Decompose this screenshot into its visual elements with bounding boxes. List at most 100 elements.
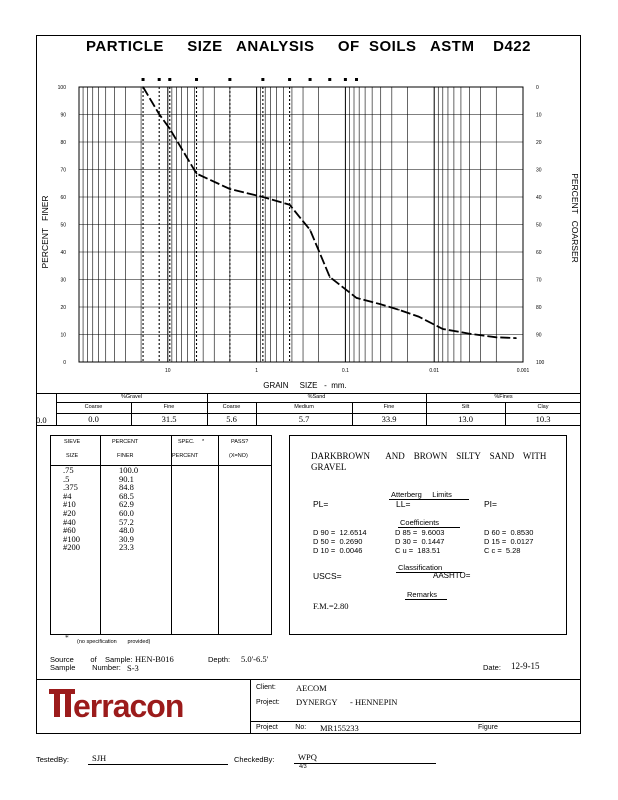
gradation-point xyxy=(515,337,517,339)
sieve-size: #40 xyxy=(63,516,76,527)
right-tick-label: 20 xyxy=(536,140,542,146)
gradation-point xyxy=(262,196,264,198)
gradation-point xyxy=(158,113,160,116)
gradation-point xyxy=(142,86,144,88)
sieve-marker xyxy=(157,78,161,81)
gradation-point xyxy=(398,308,400,311)
fraction-value: 5.7 xyxy=(298,414,310,424)
right-tick-label: 90 xyxy=(536,333,542,339)
right-tick-label: 70 xyxy=(536,278,542,284)
sieve-percent-finer: 60.0 xyxy=(119,508,134,518)
coef-d15: D 15 = 0.0127 xyxy=(484,537,534,546)
sieve-size: #100 xyxy=(63,533,80,544)
spec-footnote: (no specification provided) xyxy=(77,639,151,645)
remarks-heading: Remarks xyxy=(407,590,438,599)
hdr-percent: PERCENT xyxy=(112,439,139,445)
gradation-point xyxy=(442,328,444,330)
y-axis-label-left: PERCENT FINER xyxy=(40,195,50,269)
group-sand: %Sand xyxy=(307,394,326,400)
right-tick-label: 40 xyxy=(536,195,542,201)
ll-label: LL= xyxy=(396,499,411,509)
sample-number-value: S-3 xyxy=(127,663,139,673)
fraction-header: Medium xyxy=(294,404,314,410)
sieve-marker xyxy=(288,78,292,81)
sieve-percent-finer: 68.5 xyxy=(119,490,134,501)
coefficients-heading: Coefficients xyxy=(400,518,440,527)
depth-label: Depth: xyxy=(208,655,231,664)
client-value: AECOM xyxy=(296,683,327,693)
terracon-logo: erracon xyxy=(49,688,184,724)
source-label: Source of Sample: xyxy=(50,655,133,664)
gradation-curve xyxy=(142,86,517,339)
depth-value: 5.0'-6.5' xyxy=(241,654,269,664)
right-tick-label: 10 xyxy=(536,113,542,119)
coef-d85: D 85 = 9.6003 xyxy=(395,528,445,537)
sieve-size: #20 xyxy=(63,508,76,518)
fraction-value: 33.9 xyxy=(381,414,397,424)
gradation-point xyxy=(195,172,198,175)
coef-d50: D 50 = 0.2690 xyxy=(313,537,363,546)
title-block xyxy=(36,679,581,734)
gradation-point xyxy=(417,315,420,318)
sieve-marker xyxy=(141,78,145,81)
sieve-percent-finer: 48.0 xyxy=(119,525,134,536)
right-tick-label: 60 xyxy=(536,250,542,256)
project-number-label: Project No: xyxy=(256,724,307,731)
classification-heading: Classification xyxy=(398,563,443,572)
gradation-chart: 1009080706050403020100010203040506070809… xyxy=(58,78,545,374)
coef-d10: D 10 = 0.0046 xyxy=(313,546,363,555)
right-tick-label: 50 xyxy=(536,223,542,229)
hdr-finer: FINER xyxy=(117,453,134,459)
sieve-marker xyxy=(328,78,332,81)
coef-d30: D 30 = 0.1447 xyxy=(395,537,445,546)
fraction-header: Coarse xyxy=(84,404,103,410)
atterberg-heading: Atterberg Limits xyxy=(391,490,452,499)
sieve-percent-finer: 100.0 xyxy=(119,465,139,475)
sieve-marker xyxy=(354,78,358,81)
left-tick-label: 40 xyxy=(60,250,66,256)
checked-by-date: 4/3 xyxy=(299,764,307,770)
source-value: HEN-B016 xyxy=(135,654,174,664)
sieve-marker xyxy=(195,78,199,81)
hdr-xno: (X=NO) xyxy=(229,453,248,459)
left-tick-label: 50 xyxy=(60,223,66,229)
hdr-sieve: SIEVE xyxy=(64,439,81,445)
left-tick-label: 70 xyxy=(60,168,66,174)
right-tick-label: 0 xyxy=(536,85,539,91)
left-tick-label: 80 xyxy=(60,140,66,146)
sieve-size: .375 xyxy=(63,482,78,493)
group-fines: %Fines xyxy=(494,394,513,400)
left-tick-label: 30 xyxy=(60,278,66,284)
gradation-point xyxy=(379,303,382,306)
coef-cu: C u = 183.51 xyxy=(395,546,441,555)
gradation-point xyxy=(168,128,171,130)
sieve-percent-finer: 62.9 xyxy=(119,499,134,510)
coef-cc: C c = 5.28 xyxy=(484,546,521,555)
sieve-marker xyxy=(261,78,265,81)
gradation-point xyxy=(229,188,231,190)
hdr-spec: SPEC. xyxy=(178,439,195,445)
fraction-header: Coarse xyxy=(222,404,241,410)
hdr-size: SIZE xyxy=(66,453,79,459)
results-panel xyxy=(289,435,567,635)
uscs-label: USCS= xyxy=(313,571,342,581)
left-tick-label: 60 xyxy=(60,195,66,201)
soil-description: DARKBROWN AND BROWN SILTY SAND WITH GRAV… xyxy=(311,451,547,472)
report-title: PARTICLE SIZE ANALYSIS OF SOILS ASTM D42… xyxy=(86,38,531,55)
x-tick-label: 0.1 xyxy=(342,368,349,374)
left-tick-label: 100 xyxy=(58,85,67,91)
checked-by-value: WPQ xyxy=(298,752,317,762)
x-tick-label: 10 xyxy=(165,368,171,374)
sieve-size: #200 xyxy=(63,542,80,553)
fractions-row-prefix: 0.0 xyxy=(36,415,47,425)
gradation-point xyxy=(495,336,498,339)
checked-by-label: CheckedBy: xyxy=(234,755,275,764)
left-tick-label: 20 xyxy=(60,305,66,311)
sieve-table: SIEVE SIZE PERCENT FINER SPEC. * PERCENT… xyxy=(50,435,272,635)
tested-by-label: TestedBy: xyxy=(36,755,69,764)
project-number-value: MR155233 xyxy=(320,723,359,733)
sieve-percent-finer: 84.8 xyxy=(119,482,134,493)
fraction-header: Silt xyxy=(461,404,470,410)
left-tick-label: 90 xyxy=(60,113,66,119)
sample-number-label: Sample Number: xyxy=(50,663,121,672)
